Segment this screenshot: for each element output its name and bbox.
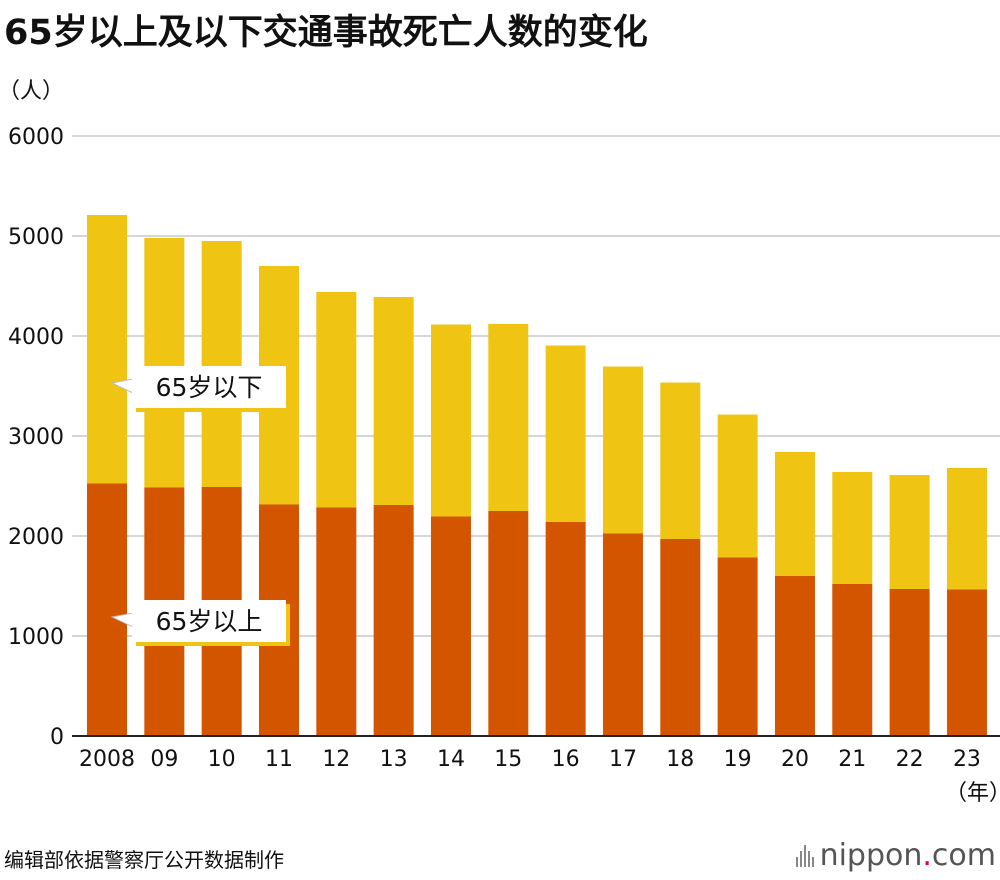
- callout-label: 65岁以上: [156, 607, 263, 636]
- y-tick-label: 0: [50, 725, 64, 750]
- x-tick-label: 21: [838, 747, 866, 772]
- x-tick-label: 2008: [79, 747, 135, 772]
- x-tick-label: 12: [322, 747, 350, 772]
- bar-segment-under-65: [87, 215, 127, 484]
- x-tick-label: 10: [208, 747, 236, 772]
- bar-segment-over-65: [87, 483, 127, 736]
- y-tick-label: 5000: [8, 225, 64, 250]
- bar-segment-over-65: [889, 589, 930, 736]
- x-tick-label: 15: [494, 747, 522, 772]
- series-callout: 65岁以上: [110, 600, 290, 646]
- x-tick-label: 11: [265, 747, 293, 772]
- bar-segment-over-65: [832, 584, 873, 736]
- y-tick-label: 3000: [8, 425, 64, 450]
- x-tick-label: 23: [953, 747, 981, 772]
- nippon-logo: nippon. com: [795, 838, 996, 873]
- bar-segment-over-65: [774, 576, 815, 736]
- bar-segment-under-65: [889, 475, 930, 589]
- bar-segment-over-65: [373, 505, 414, 736]
- x-tick-label: 14: [437, 747, 465, 772]
- y-tick-label: 6000: [8, 125, 64, 150]
- bar-segment-over-65: [316, 507, 357, 736]
- bar-segment-under-65: [717, 414, 758, 558]
- bar-segment-over-65: [545, 522, 586, 736]
- bar-segment-under-65: [373, 297, 414, 505]
- bar-segment-over-65: [430, 516, 471, 736]
- y-tick-label: 2000: [8, 525, 64, 550]
- bar-segment-over-65: [946, 589, 987, 736]
- bars: [87, 215, 987, 736]
- bar-segment-under-65: [602, 366, 643, 534]
- series-callouts: 65岁以下 65岁以上: [110, 366, 290, 646]
- x-tick-label: 18: [666, 747, 694, 772]
- bar-segment-over-65: [602, 533, 643, 736]
- source-note: 编辑部依据警察厅公开数据制作: [4, 848, 284, 872]
- bar-segment-under-65: [316, 292, 357, 508]
- bar-segment-under-65: [946, 468, 987, 590]
- x-tick-label: 13: [380, 747, 408, 772]
- x-tick-label: 16: [552, 747, 580, 772]
- logo-bars-icon: [795, 844, 814, 867]
- x-tick-label: 17: [609, 747, 637, 772]
- bar-segment-under-65: [832, 472, 873, 584]
- bar-segment-under-65: [660, 382, 701, 539]
- series-callout: 65岁以下: [110, 366, 290, 412]
- bar-segment-over-65: [717, 557, 758, 736]
- bar-segment-over-65: [660, 539, 701, 736]
- callout-label: 65岁以下: [156, 373, 263, 402]
- x-tick-label: 09: [150, 747, 178, 772]
- bar-segment-over-65: [488, 511, 529, 736]
- callout-box: [132, 600, 286, 642]
- bar-segment-under-65: [488, 324, 529, 511]
- bar-segment-under-65: [545, 345, 586, 522]
- y-axis-unit: （人）: [0, 79, 64, 104]
- x-tick-label: 22: [896, 747, 924, 772]
- logo-name: nippon: [819, 838, 923, 873]
- bar-segment-under-65: [201, 241, 242, 487]
- logo-dot: .: [922, 838, 932, 873]
- x-axis-unit: （年）: [945, 781, 1000, 806]
- y-tick-label: 1000: [8, 625, 64, 650]
- x-tick-label: 20: [781, 747, 809, 772]
- logo-tld: com: [931, 838, 996, 873]
- callout-box: [132, 366, 286, 408]
- bar-segment-under-65: [430, 324, 471, 517]
- y-tick-label: 4000: [8, 325, 64, 350]
- axes: 0 1000 2000 3000 4000 5000 6000 2008 09 10 11 12 13 1…: [8, 125, 1000, 772]
- bar-segment-under-65: [774, 452, 815, 576]
- bar-segment-under-65: [144, 238, 185, 488]
- page-title: 65岁以上及以下交通事故死亡人数的变化: [4, 13, 648, 53]
- x-tick-label: 19: [724, 747, 752, 772]
